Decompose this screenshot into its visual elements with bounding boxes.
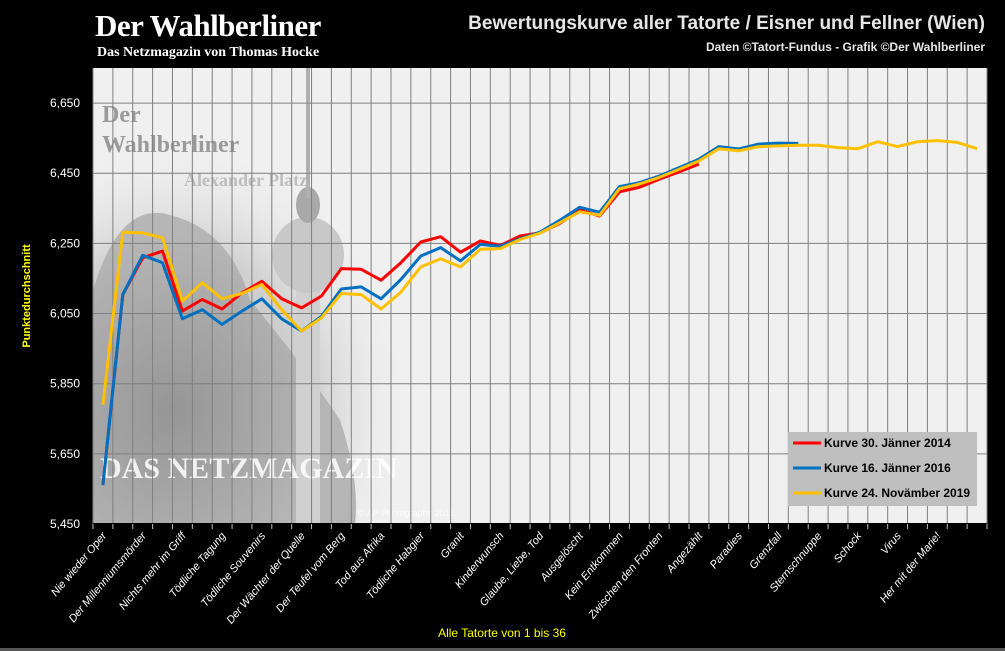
x-tick-label: Virus [879,530,904,557]
y-tick-label: 5,850 [50,377,80,391]
grid [92,68,988,525]
chart-title: Bewertungskurve aller Tatorte / Eisner u… [468,13,985,34]
x-tick-label: Granit [438,530,467,561]
series-line [101,141,799,486]
y-tick-label: 6,250 [50,236,80,250]
legend: Kurve 30. Jänner 2014 Kurve 16. Jänner 20… [788,432,977,506]
watermark-place: Alexander Platz [184,170,307,190]
brand-subtitle: Das Netzmagazin von Thomas Hocke [97,45,320,60]
background-photo [93,68,493,524]
watermark-photo-credit: © AP Photography 2011 [358,508,454,518]
y-tick-label: 6,450 [50,166,80,180]
x-tick-label: Der Millenniumsmörder [67,529,150,625]
x-tick-label: Nichts mehr im Griff [117,530,189,613]
series-lines [101,139,978,486]
legend-label: Kurve 24. Novämber 2019 [824,486,970,500]
y-axis: 5,450 5,650 5,850 6,050 6,250 6,450 6,650 [50,96,80,531]
y-tick-label: 5,450 [50,517,80,531]
x-tick-label: Der Teufel vom Berg [274,530,348,615]
y-axis-title: Punktedurchschnitt [21,244,33,348]
y-tick-label: 5,650 [50,447,80,461]
chart-credits: Daten ©Tatort-Fundus - Grafik ©Der Wahlb… [705,40,985,54]
x-tick-label: Paradies [708,530,745,571]
watermark-wahlberliner: Wahlberliner [102,132,240,158]
x-tick-label: Angezählt [664,530,706,577]
bottom-border [0,648,1005,651]
x-axis-title: Alle Tatorte von 1 bis 36 [438,626,566,640]
x-tick-label: Schock [832,530,865,566]
watermark: Der Wahlberliner Alexander Platz DAS NET… [100,102,454,518]
y-tick-label: 6,650 [50,96,80,110]
watermark-magazine: DAS NETZMAGAZIN [100,452,398,485]
watermark-der: Der [102,102,141,128]
x-tick-label: Zwischen den Fronten [586,530,666,622]
x-tick-label: Der Wächter der Quelle [224,530,307,626]
legend-label: Kurve 30. Jänner 2014 [824,436,951,450]
y-tick-label: 6,050 [50,307,80,321]
x-tick-label: Grenzfall [747,530,785,572]
legend-label: Kurve 16. Jänner 2016 [824,461,951,475]
series-line [101,139,978,405]
brand-logo: Der Wahlberliner [95,8,321,43]
